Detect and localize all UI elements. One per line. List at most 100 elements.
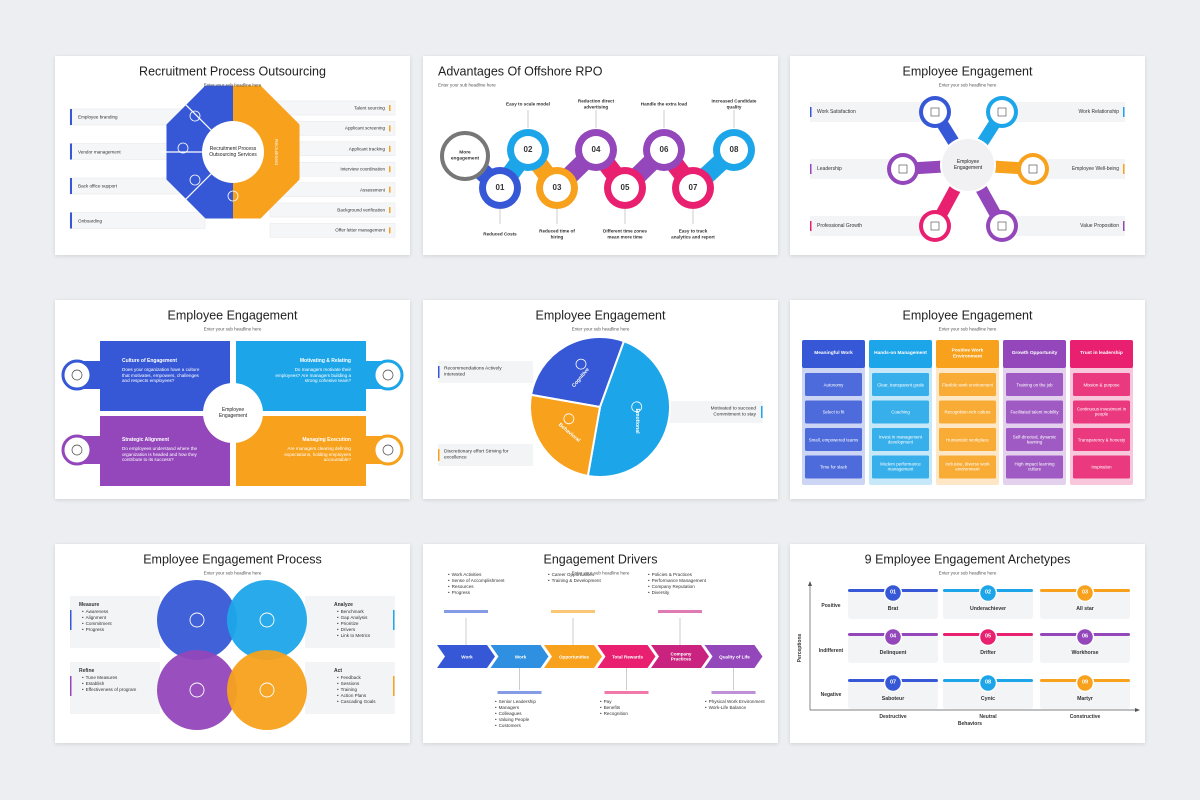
step-circle xyxy=(720,136,748,164)
cell xyxy=(848,633,938,663)
label-accent xyxy=(810,107,812,117)
cell-number: 04 xyxy=(889,633,897,640)
stage-circle xyxy=(157,580,237,660)
driver-item: Recognition xyxy=(600,711,670,717)
slide: Engagement Drivers Enter your sub headlin… xyxy=(423,544,778,743)
step-circle xyxy=(582,136,610,164)
driver: Work xyxy=(514,653,527,659)
column-item xyxy=(872,455,929,479)
pie-segment xyxy=(529,393,602,478)
column-item xyxy=(805,400,862,424)
step-number: 08 xyxy=(729,145,739,155)
cell-name: Workhorse xyxy=(1071,649,1099,656)
icon xyxy=(71,444,83,456)
cell-number: 07 xyxy=(889,679,897,686)
note-accent xyxy=(438,449,440,461)
quadrant-title: Strategic Alignment xyxy=(122,437,170,443)
label-bar xyxy=(1033,159,1125,179)
column-label: Neutral xyxy=(979,714,997,720)
column-item: Transparency & honesty xyxy=(1077,436,1126,442)
cell xyxy=(943,633,1033,663)
step-number: 02 xyxy=(523,145,533,155)
step-number: 04 xyxy=(591,145,601,155)
column-item: Time for slack xyxy=(819,464,848,470)
slide-subtitle: Enter your sub headline here xyxy=(203,82,262,88)
label: Employee branding xyxy=(78,114,118,120)
driver: Quality of Life xyxy=(719,653,750,659)
cell-number: 01 xyxy=(889,589,897,596)
column-header: Positive Work Environment xyxy=(951,348,984,359)
node xyxy=(891,157,915,181)
slide-title: Advantages Of Offshore RPO xyxy=(438,64,603,79)
icon xyxy=(631,401,643,413)
cell-name: Saboteur xyxy=(881,695,905,702)
label: Leadership xyxy=(817,166,842,172)
driver: Opportunities xyxy=(558,653,590,659)
icon xyxy=(259,682,275,698)
column-item: Flexible work environment xyxy=(941,381,993,387)
step-label: Reduced Costs xyxy=(483,231,517,237)
stage-item: Feedback xyxy=(337,675,395,681)
step-circle xyxy=(611,174,639,202)
label: Recruitment xyxy=(272,139,278,165)
column-item xyxy=(939,373,996,396)
stage-accent xyxy=(70,610,72,630)
stage-item: Establish xyxy=(82,681,140,687)
note: Discretionary effort Striving for excell… xyxy=(444,449,509,460)
driver-item: Career Opportunities xyxy=(548,572,618,578)
step-label: Increased Candidate quality xyxy=(711,98,757,110)
label-accent xyxy=(389,125,391,132)
step-label: Different time zones mean more time xyxy=(603,228,647,240)
slide-subtitle: Enter your sub headline here xyxy=(438,82,496,88)
cell xyxy=(943,679,1033,709)
cell xyxy=(848,589,938,619)
label-bar xyxy=(1002,102,1125,122)
column-item: Inspiration xyxy=(1091,464,1112,470)
icon xyxy=(189,110,201,122)
label: Work Satisfaction xyxy=(817,109,856,115)
icon xyxy=(189,612,205,628)
connector-tab xyxy=(711,691,756,694)
column-label: Constructive xyxy=(1069,714,1101,720)
cell-number: 08 xyxy=(984,679,992,686)
center-circle xyxy=(940,137,996,193)
column-header xyxy=(802,340,865,368)
label-accent xyxy=(389,105,391,111)
step-circle xyxy=(514,136,542,164)
slide: Employee Engagement Enter your sub headli… xyxy=(790,300,1145,499)
note-bar xyxy=(438,444,533,466)
driver-item: Policies & Practices xyxy=(648,572,718,578)
column-header: Hands-on Management xyxy=(874,351,927,357)
octagon-right xyxy=(233,85,300,219)
icon xyxy=(382,369,394,381)
column-item: Humanistic workplace xyxy=(946,436,989,442)
column-item xyxy=(805,373,862,396)
column-item: Inclusive, diverse work environment xyxy=(945,461,990,472)
center-circle xyxy=(203,383,263,443)
driver-item: Valuing People xyxy=(495,717,565,723)
slide: 9 Employee Engagement Archetypes Enter yo… xyxy=(790,544,1145,743)
column-item: Mission & purpose xyxy=(1083,381,1120,387)
step-circle xyxy=(650,136,678,164)
cell-number: 09 xyxy=(1081,679,1089,686)
slide-graphics xyxy=(69,85,396,238)
stage-item: Awareness xyxy=(82,609,140,615)
icon xyxy=(1028,164,1038,174)
driver-item: Senior Leadership xyxy=(495,699,565,705)
label: Employee Well-being xyxy=(1071,166,1119,172)
stage-item: Action Plans xyxy=(337,693,395,699)
column-header xyxy=(1003,340,1066,368)
slide-graphics xyxy=(808,581,1140,712)
slide-title: Recruitment Process Outsourcing xyxy=(139,64,326,79)
stage-name: Act xyxy=(334,668,343,674)
label: Back office support xyxy=(78,183,117,189)
column-item: Training on the job xyxy=(1016,381,1053,387)
cell-name: Brat xyxy=(887,605,899,612)
driver-item: Pay xyxy=(600,699,670,705)
driver-item: Managers xyxy=(495,705,565,711)
driver-item: Work-Life Balance xyxy=(705,705,775,711)
cell-badge xyxy=(1075,627,1095,647)
slide-subtitle: Enter your sub headline here xyxy=(938,326,997,332)
arrow xyxy=(808,581,812,586)
